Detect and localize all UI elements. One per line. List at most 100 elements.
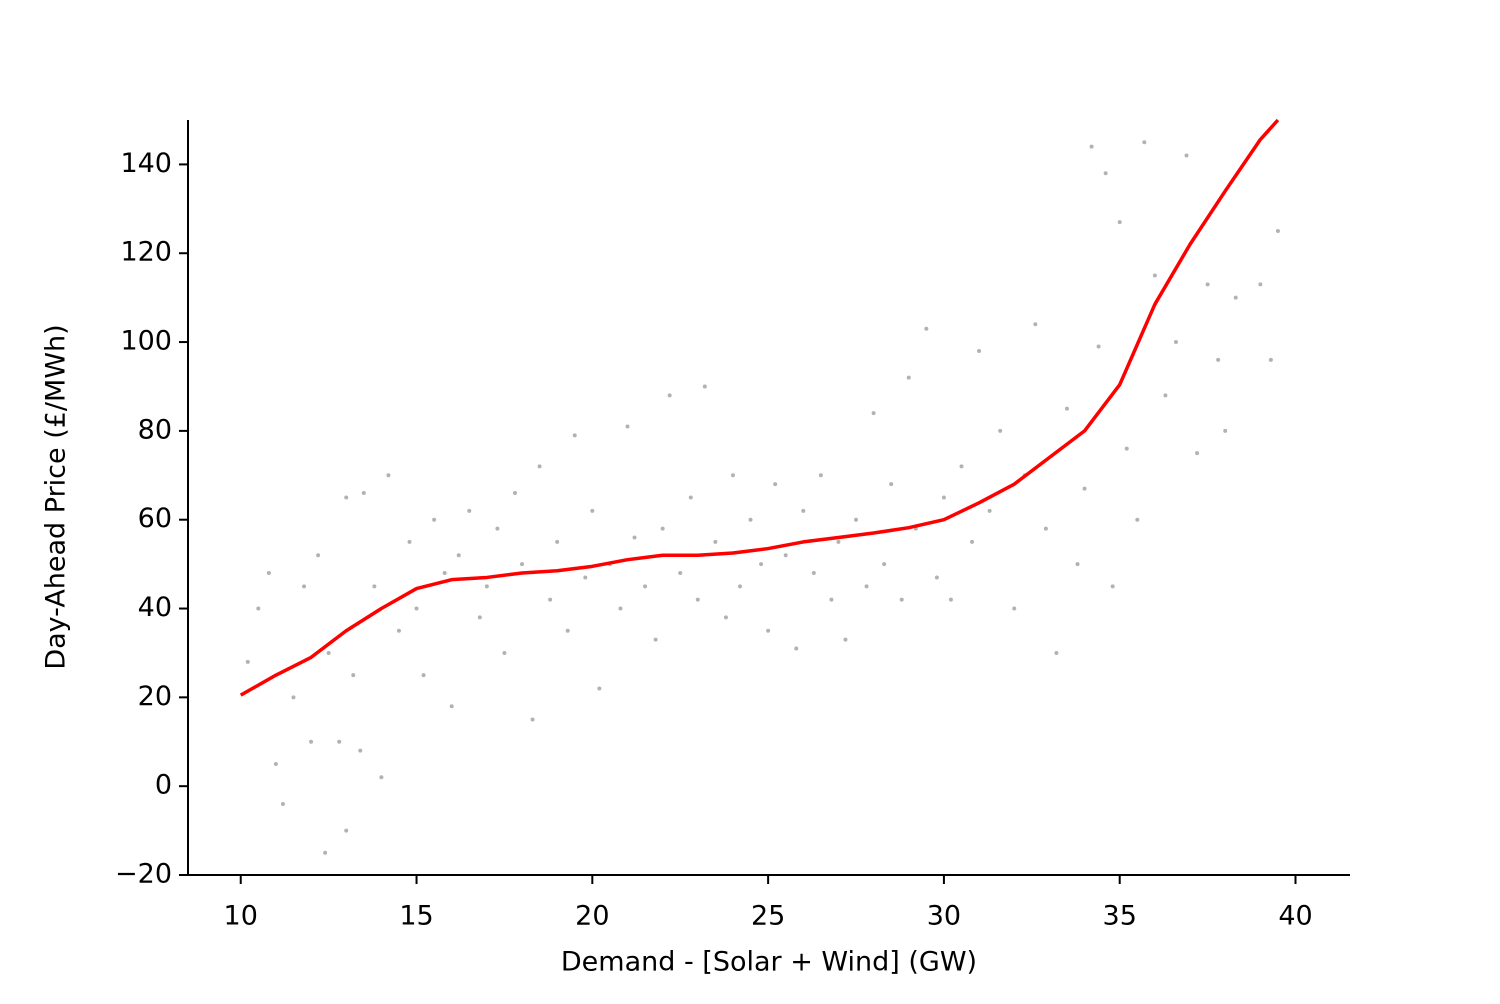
scatter-point (618, 606, 623, 611)
scatter-point (998, 428, 1003, 433)
x-tick-label: 20 (575, 901, 609, 932)
scatter-point (924, 326, 929, 331)
scatter-point (1064, 406, 1069, 411)
y-tick-label: 120 (120, 237, 172, 268)
scatter-point (836, 539, 841, 544)
scatter-point (653, 637, 658, 642)
scatter-point (495, 526, 500, 531)
scatter-point (1012, 606, 1017, 611)
scatter-point (889, 482, 894, 487)
scatter-point (1195, 451, 1200, 456)
scatter-point (766, 628, 771, 633)
scatter-point (361, 491, 366, 496)
scatter-point (456, 553, 461, 558)
scatter-point (702, 384, 707, 389)
scatter-point (344, 828, 349, 833)
scatter-point (882, 562, 887, 567)
scatter-point (1275, 229, 1280, 234)
scatter-point (414, 606, 419, 611)
scatter-point (730, 473, 735, 478)
scatter-point (1268, 357, 1273, 362)
scatter-point (520, 562, 525, 567)
scatter-point (1033, 322, 1038, 327)
scatter-point (1043, 526, 1048, 531)
scatter-point (794, 646, 799, 651)
scatter-point (386, 473, 391, 478)
x-tick-label: 25 (751, 901, 785, 932)
scatter-point (1184, 153, 1189, 158)
scatter-point (987, 508, 992, 513)
y-tick-label: 60 (138, 503, 172, 534)
scatter-point (537, 464, 542, 469)
scatter-point (1103, 171, 1108, 176)
scatter-point (1173, 340, 1178, 345)
scatter-point (512, 491, 517, 496)
scatter-point (1117, 220, 1122, 225)
scatter-point (959, 464, 964, 469)
scatter-point (291, 695, 296, 700)
scatter-point (899, 597, 904, 602)
scatter-point (1152, 273, 1157, 278)
scatter-point (344, 495, 349, 500)
y-tick-label: 40 (138, 592, 172, 623)
y-tick-label: 0 (155, 770, 172, 801)
scatter-point (502, 650, 507, 655)
scatter-point (773, 482, 778, 487)
y-tick-label: −20 (115, 859, 172, 890)
scatter-point (934, 575, 939, 580)
scatter-point (643, 584, 648, 589)
y-tick-label: 100 (120, 326, 172, 357)
scatter-point (326, 650, 331, 655)
scatter-point (737, 584, 742, 589)
scatter-point (565, 628, 570, 633)
x-tick-label: 40 (1278, 901, 1312, 932)
scatter-point (1054, 650, 1059, 655)
scatter-point (948, 597, 953, 602)
scatter-point (379, 775, 384, 780)
scatter-point (309, 739, 314, 744)
scatter-point (323, 850, 328, 855)
scatter-point (871, 411, 876, 416)
scatter-point (358, 748, 363, 753)
y-axis-label: Day-Ahead Price (£/MWh) (41, 324, 72, 669)
scatter-point (783, 553, 788, 558)
scatter-point (590, 508, 595, 513)
scatter-point (941, 495, 946, 500)
scatter-point (970, 539, 975, 544)
scatter-point (555, 539, 560, 544)
scatter-point (256, 606, 261, 611)
scatter-point (977, 348, 982, 353)
scatter-point (372, 584, 377, 589)
scatter-point (759, 562, 764, 567)
y-tick-label: 80 (138, 414, 172, 445)
scatter-point (273, 761, 278, 766)
scatter-point (1075, 562, 1080, 567)
scatter-point (316, 553, 321, 558)
scatter-point (477, 615, 482, 620)
x-tick-label: 35 (1103, 901, 1137, 932)
scatter-point (811, 571, 816, 575)
scatter-point (407, 539, 412, 544)
scatter-point (1082, 486, 1087, 491)
scatter-point (421, 673, 426, 678)
scatter-point (688, 495, 693, 500)
scatter-point (748, 517, 753, 522)
scatter-point (530, 717, 535, 722)
scatter-point (723, 615, 728, 620)
scatter-point (667, 393, 672, 398)
scatter-point (1124, 446, 1129, 451)
scatter-point (829, 597, 834, 602)
scatter-point (302, 584, 307, 589)
fit-line (239, 118, 1280, 697)
scatter-point (432, 517, 437, 522)
scatter-point (548, 597, 553, 602)
x-axis-label: Demand - [Solar + Wind] (GW) (561, 947, 977, 978)
scatter-point (280, 801, 285, 806)
x-tick-label: 30 (927, 901, 961, 932)
scatter-point (1258, 282, 1263, 287)
scatter-point (713, 539, 718, 544)
scatter-point (843, 637, 848, 642)
scatter-point (660, 526, 665, 531)
y-tick-label: 140 (120, 148, 172, 179)
